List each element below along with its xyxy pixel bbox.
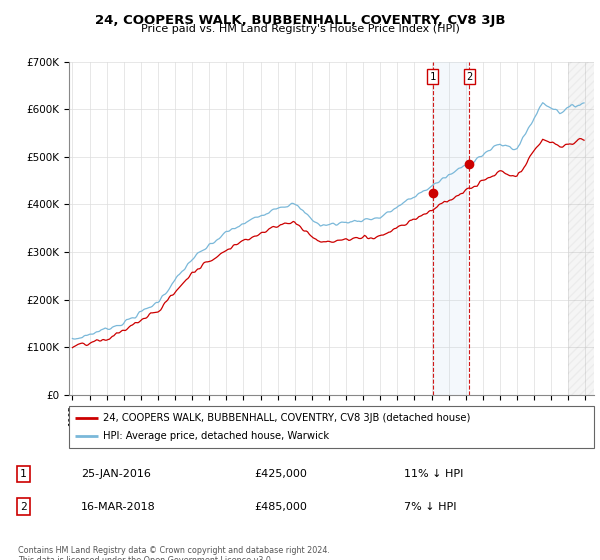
Text: HPI: Average price, detached house, Warwick: HPI: Average price, detached house, Warw… <box>103 431 329 441</box>
Text: 25-JAN-2016: 25-JAN-2016 <box>81 469 151 479</box>
Text: 1: 1 <box>20 469 27 479</box>
Text: £485,000: £485,000 <box>254 502 307 512</box>
Text: 11% ↓ HPI: 11% ↓ HPI <box>404 469 463 479</box>
Bar <box>568 62 594 395</box>
Text: 24, COOPERS WALK, BUBBENHALL, COVENTRY, CV8 3JB: 24, COOPERS WALK, BUBBENHALL, COVENTRY, … <box>95 14 505 27</box>
Text: 2: 2 <box>466 72 472 82</box>
Text: 1: 1 <box>430 72 436 82</box>
FancyBboxPatch shape <box>69 406 594 448</box>
Text: Price paid vs. HM Land Registry's House Price Index (HPI): Price paid vs. HM Land Registry's House … <box>140 24 460 34</box>
Text: £425,000: £425,000 <box>254 469 307 479</box>
Bar <box>433 62 469 395</box>
Text: 24, COOPERS WALK, BUBBENHALL, COVENTRY, CV8 3JB (detached house): 24, COOPERS WALK, BUBBENHALL, COVENTRY, … <box>103 413 470 423</box>
Text: Contains HM Land Registry data © Crown copyright and database right 2024.
This d: Contains HM Land Registry data © Crown c… <box>18 546 330 560</box>
Text: 7% ↓ HPI: 7% ↓ HPI <box>404 502 456 512</box>
Text: 16-MAR-2018: 16-MAR-2018 <box>81 502 156 512</box>
Text: 2: 2 <box>20 502 27 512</box>
